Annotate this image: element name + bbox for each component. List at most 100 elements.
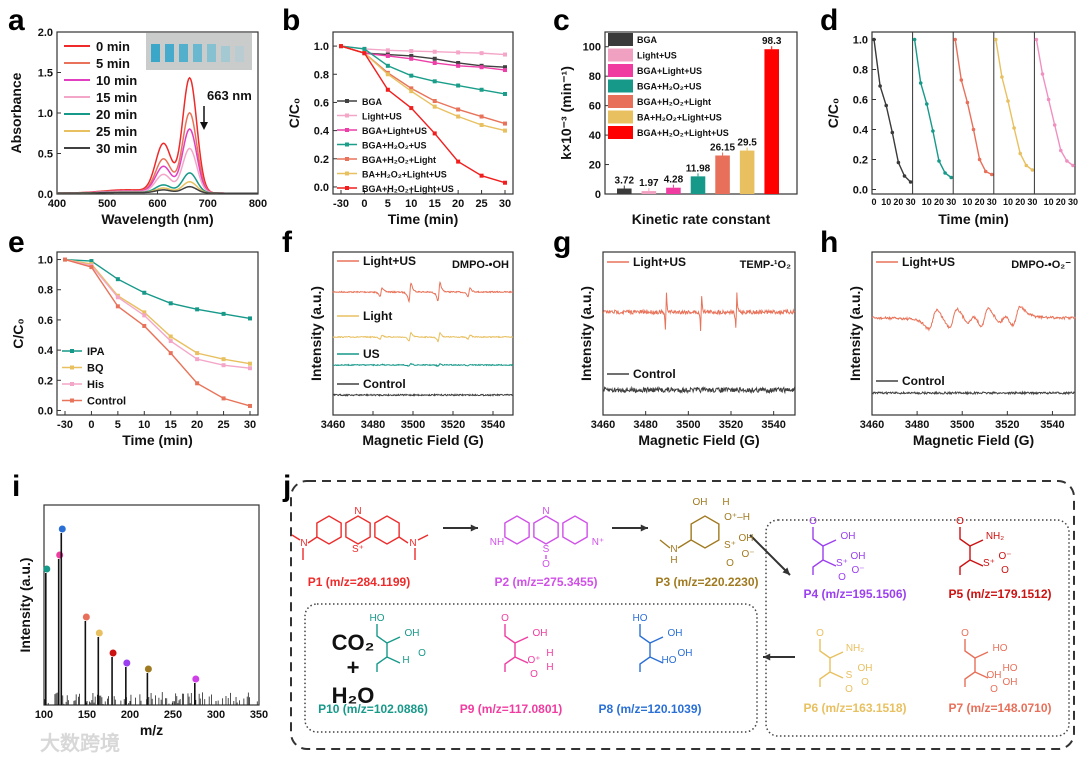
spin-adduct-label: DMPO-•OH	[452, 259, 509, 271]
ring	[316, 515, 342, 545]
arrow-head-icon	[640, 524, 648, 532]
bond	[969, 539, 984, 547]
data-point	[1065, 159, 1069, 163]
ring	[562, 515, 588, 545]
product-label-p6: P6 (m/z=163.1518)	[803, 701, 906, 715]
atom-label: N	[409, 538, 416, 549]
legend-label: 20 min	[96, 107, 137, 122]
bond	[822, 559, 837, 567]
data-point	[142, 290, 147, 295]
x-axis-label: Magnetic Field (G)	[362, 432, 483, 448]
legend-label: BGA	[637, 35, 658, 45]
bond	[969, 559, 984, 567]
legend-marker	[345, 99, 349, 103]
data-point	[965, 100, 970, 105]
data-point	[1046, 97, 1051, 102]
bar-value-label: 4.28	[664, 175, 684, 186]
data-point	[362, 51, 367, 56]
x-tick-label: 15	[165, 419, 177, 431]
peak-marker	[56, 551, 64, 559]
atom-label: O⁺	[527, 655, 540, 666]
data-point	[142, 313, 147, 318]
atom-label: O⁻	[998, 551, 1011, 562]
atom-label: OH	[858, 663, 873, 674]
data-point	[195, 307, 200, 312]
x-tick-label: 0	[871, 197, 876, 207]
legend-label: Light+US	[362, 112, 402, 122]
data-point	[409, 73, 414, 78]
legend-label: 30 min	[96, 141, 137, 156]
plot-frame	[871, 251, 1076, 416]
data-point	[456, 63, 461, 68]
bar-0	[617, 188, 632, 194]
arrow-head-icon	[763, 653, 771, 661]
plot-frame	[56, 251, 259, 416]
cycle-line	[995, 39, 1033, 171]
x-tick-label: 0	[88, 419, 94, 431]
data-point	[1059, 148, 1063, 153]
x-tick-label: 5	[385, 198, 391, 210]
bond	[504, 624, 516, 672]
data-point	[931, 129, 935, 133]
spectrum-30-min	[56, 185, 258, 194]
y-axis-label: Intensity (a.u.)	[578, 286, 594, 381]
atom-label: OH	[851, 551, 866, 562]
x-axis-label: Wavelength (nm)	[101, 211, 213, 227]
bond	[822, 539, 837, 547]
atom-label: OH	[668, 628, 683, 639]
atom-label: OH	[987, 670, 1002, 681]
legend-label: Control	[87, 396, 126, 408]
peak-annotation: 663 nm	[207, 88, 252, 103]
product-label-p3: P3 (m/z=220.2230)	[655, 575, 758, 589]
data-point	[168, 351, 173, 356]
y-tick-label: 0.4	[38, 345, 54, 357]
data-point	[168, 339, 173, 344]
x-tick-label: 30	[1068, 197, 1078, 207]
panel-letter-h: h	[820, 226, 838, 259]
atom-label: HO	[993, 643, 1008, 654]
x-tick-label: 0	[361, 198, 367, 210]
cycle-line	[1035, 39, 1074, 167]
x-tick-label: 150	[78, 709, 96, 721]
data-point	[983, 169, 988, 174]
data-point	[959, 78, 964, 82]
arrow-p3-p4	[749, 534, 791, 576]
y-tick-label: 20	[589, 160, 601, 172]
final-product-h2o: H₂O	[332, 683, 375, 708]
data-point	[432, 99, 437, 104]
x-tick-label: 3500	[401, 419, 425, 431]
x-tick-label: 10	[962, 197, 972, 207]
data-point	[943, 171, 947, 175]
x-tick-label: 30	[244, 419, 256, 431]
y-axis-label: Intensity (a.u.)	[847, 286, 863, 381]
atom-label: O	[530, 669, 538, 680]
bond	[829, 651, 844, 659]
atom-label: O	[1001, 565, 1009, 576]
atom-label: H	[546, 662, 553, 673]
data-point	[479, 51, 484, 56]
data-point	[1030, 168, 1035, 172]
legend-swatch	[608, 95, 633, 108]
chart-b-degradation: 0.0 0.2 0.4 0.6 0.8 1.0 -30 0 5 10 15 20 25 30 Time (m…	[286, 31, 514, 227]
data-point	[479, 173, 484, 178]
x-tick-label: 25	[475, 198, 487, 210]
y-tick-label: 1.5	[38, 68, 53, 80]
x-tick-label: 20	[452, 198, 464, 210]
bond	[829, 671, 844, 679]
y-axis-label: C/C₀	[10, 318, 26, 348]
legend-label: Light+US	[633, 255, 686, 269]
data-point	[168, 301, 173, 306]
legend-label: 25 min	[96, 124, 137, 139]
series-line	[340, 45, 506, 95]
data-point	[221, 357, 226, 362]
data-point	[115, 295, 120, 300]
data-point	[385, 53, 390, 58]
legend-label: BA+H₂O₂+Light+US	[362, 170, 447, 180]
x-tick-label: 20	[1056, 197, 1066, 207]
bar-3	[690, 176, 706, 194]
atom-label: O	[726, 558, 734, 569]
data-point	[409, 49, 414, 54]
spectrum-10-min	[56, 128, 258, 194]
